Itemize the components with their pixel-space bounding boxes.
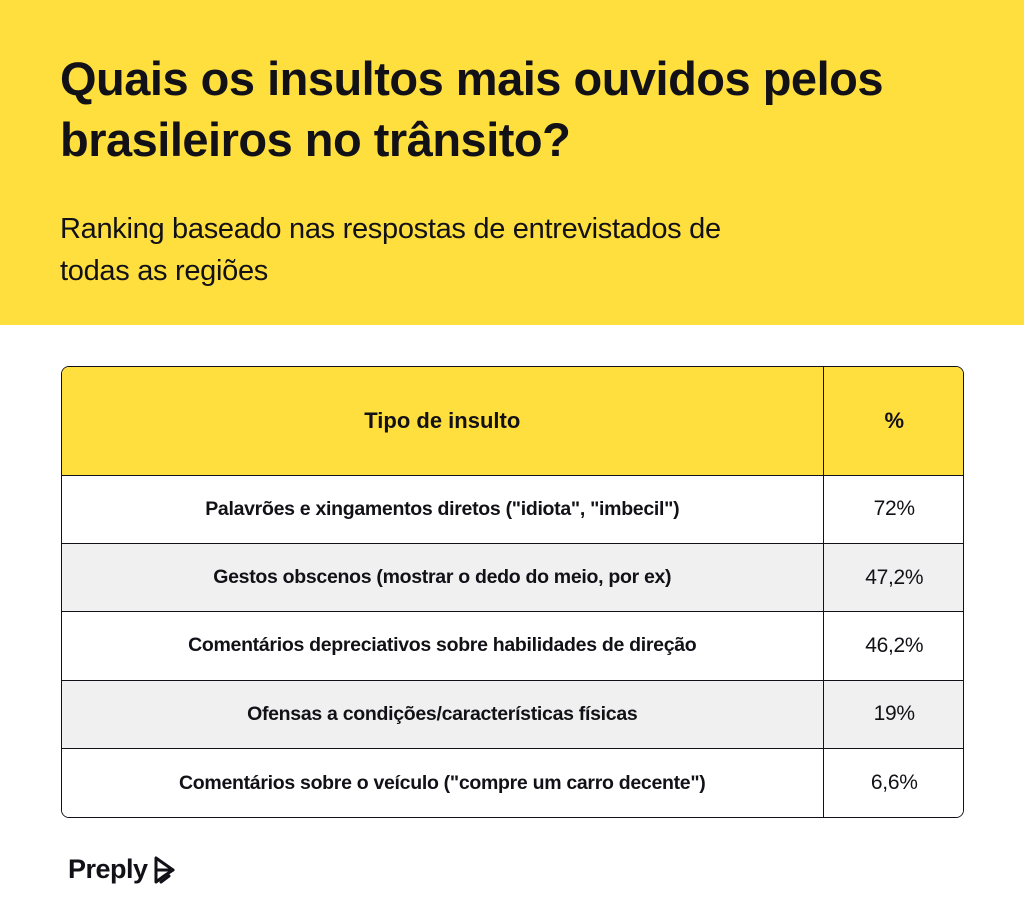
row-insult-type: Comentários depreciativos sobre habilida… [62,611,823,681]
table-row: Comentários depreciativos sobre habilida… [62,611,963,681]
table-row: Comentários sobre o veículo ("compre um … [62,748,963,817]
brand-name: Preply [68,854,148,884]
row-insult-type: Gestos obscenos (mostrar o dedo do meio,… [62,543,823,613]
column-header-type: Tipo de insulto [62,367,823,476]
preply-logo: Preply [68,854,178,885]
page-title: Quais os insultos mais ouvidos pelos bra… [60,52,883,166]
column-header-percent: % [822,367,963,476]
header-banner: Quais os insultos mais ouvidos pelos bra… [0,0,1024,325]
row-insult-type: Comentários sobre o veículo ("compre um … [179,771,706,794]
preply-logo-icon [154,856,175,883]
row-percent: 72% [822,475,963,544]
table-row: Gestos obscenos (mostrar o dedo do meio,… [62,543,963,613]
table-row: Ofensas a condições/características físi… [62,680,963,750]
row-percent: 6,6% [822,748,963,817]
row-percent: 19% [822,680,963,750]
row-percent: 46,2% [822,611,963,681]
page-subtitle: Ranking baseado nas respostas de entrevi… [60,213,721,287]
row-percent: 47,2% [822,543,963,613]
ranking-table: Tipo de insulto % Palavrões e xingamento… [61,366,964,818]
table-header-row: Tipo de insulto % [62,367,963,476]
row-insult-type: Ofensas a condições/características físi… [62,680,823,750]
row-insult-type: Palavrões e xingamentos diretos ("idiota… [62,475,823,544]
table-row: Palavrões e xingamentos diretos ("idiota… [62,475,963,544]
